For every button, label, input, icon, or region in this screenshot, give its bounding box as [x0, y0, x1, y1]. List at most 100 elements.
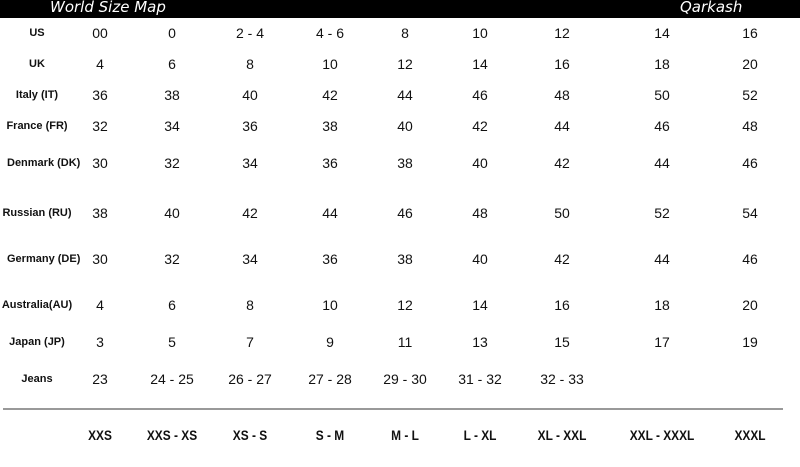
size-label: S - M	[315, 427, 345, 443]
table-cell: 40	[472, 251, 488, 267]
table-cell: 8	[246, 297, 254, 313]
table-cell: 29 - 30	[383, 371, 427, 387]
table-cell: 26 - 27	[228, 371, 272, 387]
table-cell: 38	[322, 118, 338, 134]
table-cell: 12	[397, 297, 413, 313]
divider	[3, 408, 783, 410]
table-cell: 4	[96, 56, 104, 72]
table-cell: 34	[242, 155, 258, 171]
table-cell: 20	[742, 297, 758, 313]
table-cell: 30	[92, 155, 108, 171]
table-cell: 5	[168, 334, 176, 350]
row-label: Germany (DE)	[7, 253, 81, 265]
table-cell: 14	[654, 25, 670, 41]
table-cell: 19	[742, 334, 758, 350]
table-cell: 10	[472, 25, 488, 41]
table-cell: 44	[654, 251, 670, 267]
table-cell: 14	[472, 56, 488, 72]
table-cell: 13	[472, 334, 488, 350]
table-cell: 4 - 6	[315, 25, 345, 41]
table-cell: 30	[92, 251, 108, 267]
header-bar: World Size Map Qarkash	[0, 0, 800, 18]
row-label: UK	[29, 58, 45, 70]
table-cell: 23	[92, 371, 108, 387]
table-cell: 50	[654, 87, 670, 103]
table-cell: 48	[472, 205, 488, 221]
table-cell: 44	[654, 155, 670, 171]
table-cell: 0	[168, 25, 176, 41]
size-label: XXS	[88, 427, 112, 443]
table-cell: 32	[92, 118, 108, 134]
row-label: France (FR)	[6, 120, 68, 132]
table-cell: 16	[554, 297, 570, 313]
table-cell: 6	[168, 297, 176, 313]
table-cell: 40	[242, 87, 258, 103]
table-cell: 44	[554, 118, 570, 134]
table-cell: 4	[96, 297, 104, 313]
table-cell: 38	[164, 87, 180, 103]
table-cell: 42	[554, 155, 570, 171]
table-cell: 9	[326, 334, 334, 350]
table-cell: 2 - 4	[235, 25, 265, 41]
size-label: XXL - XXXL	[629, 427, 695, 443]
table-cell: 12	[554, 25, 570, 41]
row-label: Denmark (DK)	[7, 157, 81, 169]
table-cell: 20	[742, 56, 758, 72]
table-cell: 8	[246, 56, 254, 72]
table-cell: 38	[397, 155, 413, 171]
table-cell: 18	[654, 56, 670, 72]
table-cell: 16	[742, 25, 758, 41]
table-cell: 11	[397, 334, 413, 350]
table-cell: 46	[654, 118, 670, 134]
table-cell: 40	[397, 118, 413, 134]
size-label: XXS - XS	[146, 427, 198, 443]
table-cell: 44	[322, 205, 338, 221]
page-title: World Size Map	[50, 0, 166, 16]
table-cell: 3	[96, 334, 104, 350]
table-cell: 27 - 28	[308, 371, 352, 387]
table-cell: 32 - 33	[540, 371, 584, 387]
table-cell: 36	[322, 251, 338, 267]
table-cell: 10	[322, 297, 338, 313]
table-cell: 50	[554, 205, 570, 221]
table-cell: 14	[472, 297, 488, 313]
table-cell: 34	[164, 118, 180, 134]
row-label: Italy (IT)	[15, 89, 59, 101]
table-cell: 42	[554, 251, 570, 267]
table-cell: 44	[397, 87, 413, 103]
table-cell: 15	[554, 334, 570, 350]
table-cell: 38	[92, 205, 108, 221]
table-cell: 8	[401, 25, 409, 41]
table-cell: 38	[397, 251, 413, 267]
size-label: XL - XXL	[537, 427, 587, 443]
table-cell: 46	[472, 87, 488, 103]
table-cell: 36	[322, 155, 338, 171]
row-label: Russian (RU)	[2, 207, 72, 219]
table-cell: 48	[742, 118, 758, 134]
table-cell: 34	[242, 251, 258, 267]
table-cell: 17	[654, 334, 670, 350]
table-cell: 40	[164, 205, 180, 221]
table-cell: 52	[654, 205, 670, 221]
table-cell: 46	[397, 205, 413, 221]
table-cell: 24 - 25	[150, 371, 194, 387]
table-cell: 36	[92, 87, 108, 103]
table-cell: 46	[742, 155, 758, 171]
size-label: XXXL	[734, 427, 766, 443]
table-cell: 36	[242, 118, 258, 134]
table-cell: 12	[397, 56, 413, 72]
row-label: Japan (JP)	[9, 336, 65, 348]
table-cell: 54	[742, 205, 758, 221]
table-cell: 42	[242, 205, 258, 221]
table-cell: 40	[472, 155, 488, 171]
size-label: XS - S	[232, 427, 268, 443]
table-cell: 42	[472, 118, 488, 134]
table-cell: 31 - 32	[458, 371, 502, 387]
table-cell: 32	[164, 251, 180, 267]
brand-name: Qarkash	[680, 0, 743, 16]
table-cell: 00	[92, 25, 108, 41]
table-cell: 16	[554, 56, 570, 72]
table-cell: 42	[322, 87, 338, 103]
table-cell: 18	[654, 297, 670, 313]
table-cell: 52	[742, 87, 758, 103]
